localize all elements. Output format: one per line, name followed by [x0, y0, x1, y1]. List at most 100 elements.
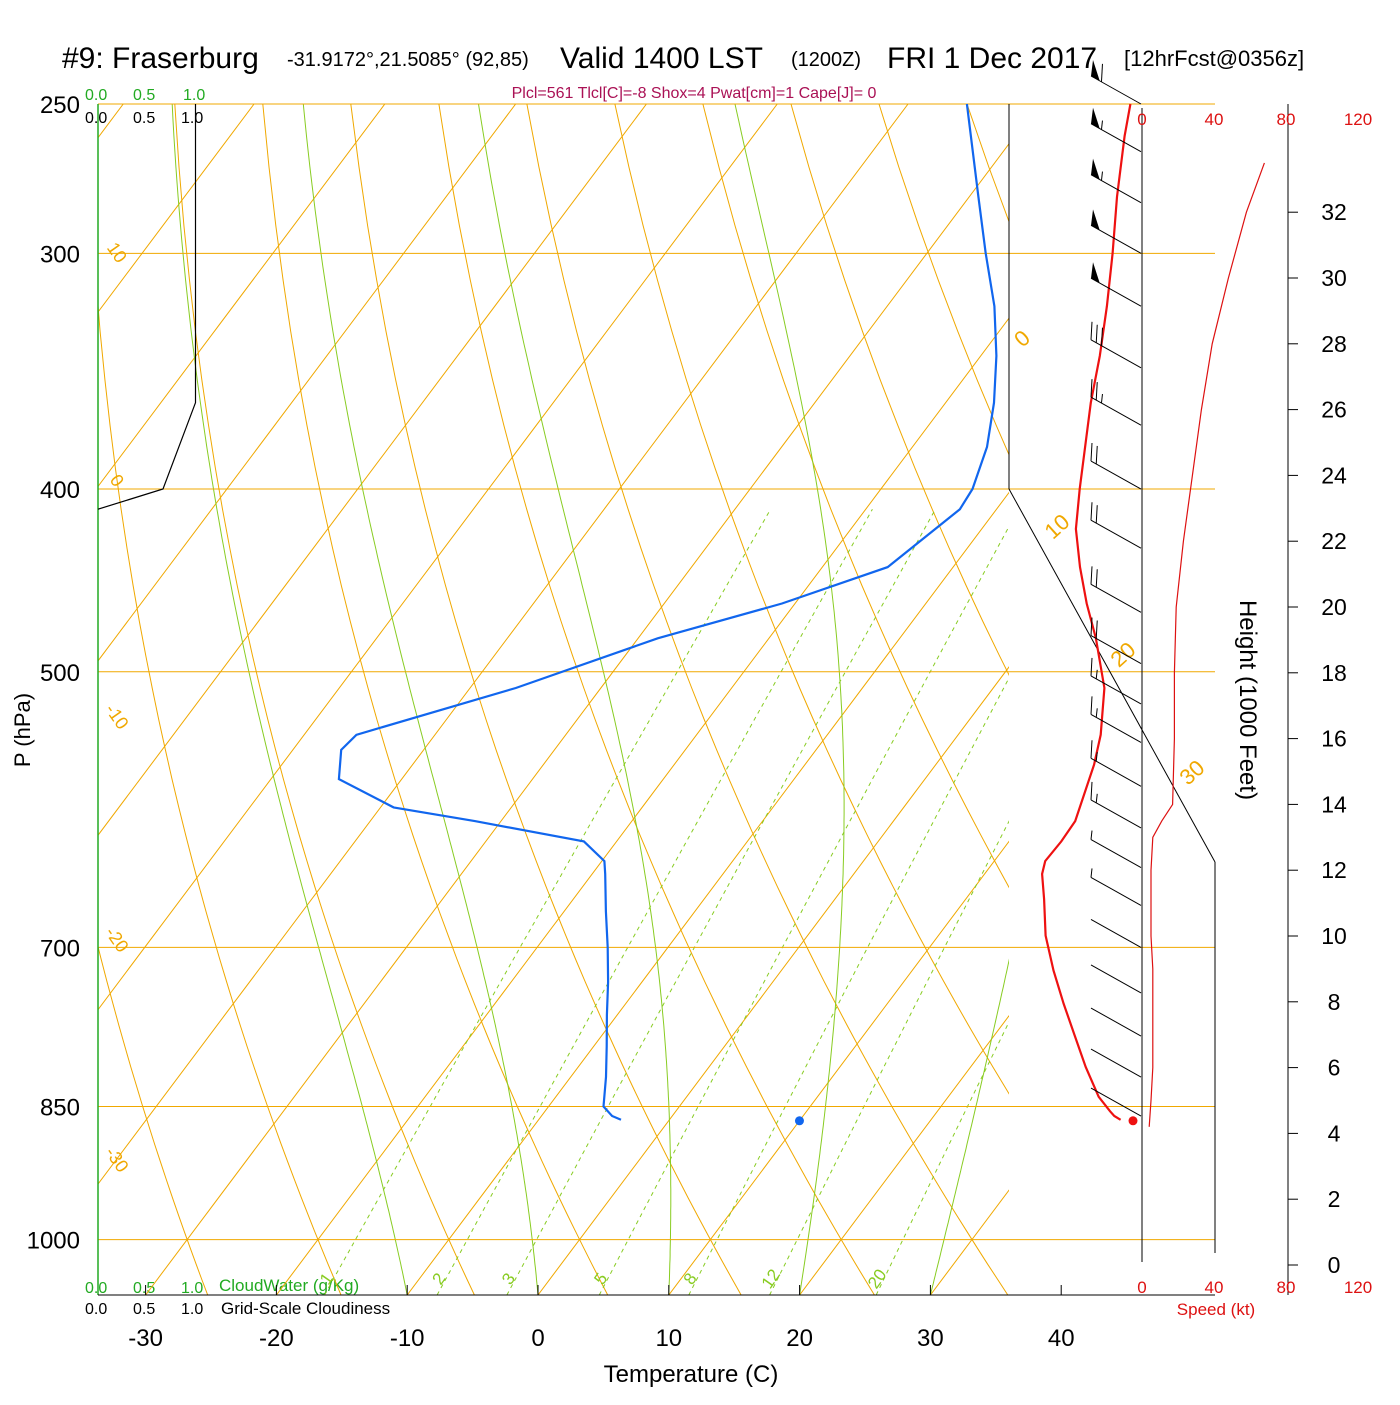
speed-tick-label-top: 80 — [1277, 110, 1296, 129]
wind-barb-full — [1090, 502, 1093, 521]
mixing-ratio-line — [506, 508, 936, 1295]
wind-barb-full — [1090, 379, 1093, 398]
dry-adiabat-line — [614, 104, 1009, 1095]
dewpoint-profile-line — [337, 103, 998, 1121]
height-tick-label: 2 — [1328, 1186, 1341, 1212]
wind-barb — [1090, 781, 1142, 829]
moist-adiabat-line — [478, 104, 672, 1295]
wind-barb-staff — [1090, 876, 1142, 906]
wind-barb-staff — [1090, 1048, 1142, 1078]
cloudwater-label: CloudWater (g/Kg) — [219, 1276, 359, 1295]
wind-speed-profile-line — [1148, 162, 1265, 1127]
wind-barb — [1090, 830, 1142, 869]
dry-adiabat-line — [174, 104, 475, 1295]
wind-barb — [1090, 262, 1142, 307]
height-tick-label: 4 — [1328, 1120, 1341, 1146]
wind-barb-staff — [1090, 396, 1142, 426]
y-axis-title: P (hPa) — [10, 693, 35, 767]
speed-tick-label-bottom: 120 — [1344, 1278, 1372, 1297]
wind-barb-full — [1100, 63, 1103, 82]
height-tick-label: 10 — [1321, 923, 1347, 949]
height-tick-label: 20 — [1321, 594, 1347, 620]
wind-barb — [1090, 696, 1142, 743]
wind-barb-staff — [1090, 75, 1142, 105]
isotherm-line — [98, 104, 255, 313]
temperature-tick-label: -20 — [259, 1325, 294, 1352]
cloudiness-bottom-tick-1: 0.5 — [133, 1301, 155, 1318]
height-tick-label: 22 — [1321, 528, 1347, 554]
wind-barb-staff — [1090, 519, 1142, 549]
wind-barb-staff — [1090, 675, 1142, 705]
wind-barb-staff — [1090, 918, 1142, 948]
sounding-indices: Plcl=561 Tlcl[C]=-8 Shox=4 Pwat[cm]=1 Ca… — [512, 85, 877, 102]
wind-barb-half — [1095, 752, 1098, 762]
pressure-tick-label: 1000 — [27, 1228, 80, 1255]
isotherm-label: -20 — [101, 923, 132, 956]
mixing-ratio-label: 12 — [758, 1266, 784, 1292]
height-tick-label: 6 — [1328, 1055, 1341, 1081]
wind-barb — [1090, 918, 1142, 948]
speed-tick-label-top: 40 — [1205, 110, 1224, 129]
temperature-tick-label: 0 — [531, 1325, 544, 1352]
x-axis-title: Temperature (C) — [604, 1361, 779, 1388]
wind-barb — [1090, 657, 1142, 705]
wind-barb-flag — [1091, 107, 1100, 129]
pressure-tick-label: 500 — [40, 660, 80, 687]
isotherm-line — [98, 104, 647, 837]
cloudiness-tick-0: 0.0 — [85, 110, 107, 127]
isotherm-line — [98, 104, 909, 1185]
grid-clip-group — [98, 104, 1009, 1295]
height-tick-label: 12 — [1321, 857, 1347, 883]
wind-barb — [1090, 1007, 1142, 1037]
dry-adiabat-line — [790, 104, 1009, 677]
wind-barb-staff — [1090, 757, 1142, 787]
cloudwater-bottom-tick-2: 1.0 — [181, 1280, 203, 1297]
cloudiness-tick-2: 1.0 — [181, 110, 203, 127]
moist-adiabat-line — [171, 104, 408, 1295]
wind-barb-full — [1090, 696, 1093, 715]
speed-tick-label-bottom: 0 — [1137, 1278, 1146, 1297]
height-axis-title: Height (1000 Feet) — [1234, 600, 1261, 800]
speed-axis-title: Speed (kt) — [1177, 1300, 1255, 1319]
wind-barb-staff — [1090, 799, 1142, 829]
wind-barb-staff — [1090, 339, 1142, 369]
mixing-ratio-line — [688, 676, 1009, 1295]
cloudwater-tick-2: 1.0 — [183, 87, 205, 104]
wind-barb — [1090, 379, 1142, 426]
height-tick-label: 8 — [1328, 989, 1341, 1015]
height-tick-label: 0 — [1328, 1252, 1341, 1278]
cloudwater-bottom-tick-0: 0.0 — [85, 1280, 107, 1297]
cloudwater-tick-1: 0.5 — [133, 87, 155, 104]
mixing-ratio-line — [875, 1020, 1009, 1295]
wind-barb-full — [1090, 321, 1093, 340]
wind-barb-full — [1090, 740, 1093, 759]
wind-barb-full — [1095, 445, 1098, 464]
cloudwater-bottom-tick-1: 0.5 — [133, 1280, 155, 1297]
dry-adiabat-line — [98, 944, 209, 1295]
wind-barb-full — [1095, 569, 1098, 588]
temperature-profile-line — [1040, 103, 1132, 1121]
wind-barb-full — [1095, 505, 1098, 524]
isotherm-line — [98, 104, 517, 662]
pressure-tick-label: 250 — [40, 92, 80, 119]
wind-barb-half — [1095, 669, 1098, 679]
pressure-tick-label: 850 — [40, 1094, 80, 1121]
wind-barb-half — [1100, 120, 1103, 130]
height-tick-label: 30 — [1321, 265, 1347, 291]
mixing-ratio-line — [436, 508, 873, 1295]
wind-barb-staff — [1090, 1007, 1142, 1037]
mixing-ratio-line — [324, 508, 772, 1295]
wind-barb — [1090, 442, 1142, 490]
isotherm-line — [799, 1014, 1009, 1295]
wind-barb-full — [1090, 566, 1093, 585]
valid-date: FRI 1 Dec 2017 — [887, 42, 1097, 75]
temperature-tick-label: 40 — [1048, 1325, 1075, 1352]
surface-temperature-dot — [1128, 1116, 1138, 1126]
moist-adiabat-line — [302, 104, 539, 1295]
isotherm-label: 30 — [1175, 755, 1210, 790]
isotherm-label: 10 — [1040, 509, 1075, 544]
wind-barb — [1090, 1048, 1142, 1078]
